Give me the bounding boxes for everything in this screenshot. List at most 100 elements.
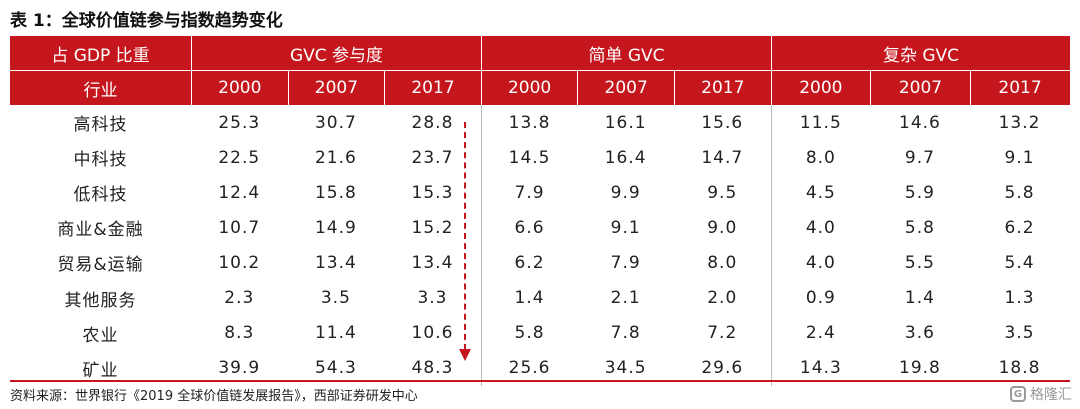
table-cell: 7.2: [707, 323, 738, 344]
table-cell: 11.4: [314, 323, 357, 344]
table-body: 高科技 25.3 30.7 28.8 13.8 16.1 15.6 11.5 14.6 13.2 中…: [10, 105, 1070, 386]
table-cell: 15.2: [411, 217, 454, 238]
table-cell: 1.3: [1004, 288, 1035, 309]
table-cell: 21.6: [314, 147, 357, 168]
row-label: 中科技: [73, 150, 128, 171]
table-cell: 9.5: [707, 182, 738, 203]
table-cell: 7.9: [480, 175, 578, 211]
table-cell: 8.3: [224, 323, 255, 344]
table-cell: 11.5: [770, 105, 871, 141]
table-cell: 4.5: [770, 175, 871, 211]
table-caption: 表 1：全球价值链参与指数趋势变化: [10, 11, 283, 31]
table-row: 商业&金融 10.7 14.9 15.2 6.6 9.1 9.0 4.0 5.8 6.2: [10, 210, 1070, 246]
row-label: 农业: [82, 325, 119, 346]
table-cell: 10.2: [218, 252, 261, 273]
header-year: 2000: [480, 71, 578, 105]
table-cell: 14.6: [899, 112, 941, 133]
table-cell: 10.6: [411, 323, 454, 344]
row-label: 矿业: [82, 360, 119, 381]
table-bottom-rule: [10, 380, 1070, 382]
trend-arrow-line: [464, 122, 466, 350]
table-cell: 7.8: [610, 323, 641, 344]
row-label: 商业&金融: [57, 220, 144, 241]
table-cell: 16.1: [604, 112, 647, 133]
header-year: 2007: [870, 71, 970, 105]
table-cell: 54.3: [314, 358, 357, 379]
table-cell: 25.3: [218, 112, 261, 133]
table-row: 农业 8.3 11.4 10.6 5.8 7.8 7.2 2.4 3.6 3.5: [10, 315, 1070, 351]
table-cell: 3.3: [417, 288, 448, 309]
header-group-complex-gvc: 复杂 GVC: [771, 36, 1070, 70]
header-year: 2017: [673, 71, 771, 105]
table-cell: 15.8: [314, 182, 357, 203]
header-row-years: 行业 2000 2007 2017 2000 2007 2017 2000 20…: [10, 70, 1070, 105]
watermark: G 格隆汇: [1010, 384, 1072, 404]
header-year: 2000: [191, 71, 288, 105]
header-row-label: 行业: [83, 80, 118, 101]
watermark-text: 格隆汇: [1030, 387, 1072, 403]
row-label: 其他服务: [64, 290, 137, 311]
table-cell: 12.4: [218, 182, 261, 203]
table-cell: 6.6: [480, 210, 578, 246]
table-cell: 14.7: [701, 147, 744, 168]
header-year: 2017: [969, 71, 1070, 105]
table-cell: 9.1: [610, 217, 641, 238]
table-cell: 2.1: [610, 288, 641, 309]
watermark-logo-icon: G: [1010, 386, 1026, 402]
table-cell: 1.4: [904, 288, 935, 309]
table-cell: 15.6: [701, 112, 744, 133]
table-cell: 6.2: [1004, 217, 1035, 238]
table-row: 矿业 39.9 54.3 48.3 25.6 34.5 29.6 14.3 19.8 18.8: [10, 350, 1070, 386]
row-label: 贸易&运输: [57, 255, 144, 276]
trend-arrow-head-icon: [459, 349, 471, 361]
table-cell: 14.3: [770, 350, 871, 386]
header-group-simple-gvc: 简单 GVC: [481, 36, 771, 70]
table-cell: 14.5: [480, 140, 578, 176]
table-cell: 13.2: [998, 112, 1041, 133]
table-row: 高科技 25.3 30.7 28.8 13.8 16.1 15.6 11.5 14.6 13.2: [10, 105, 1070, 141]
table-cell: 2.4: [770, 315, 871, 351]
table-cell: 25.6: [480, 350, 578, 386]
table-cell: 7.9: [610, 252, 641, 273]
table-cell: 3.5: [320, 288, 351, 309]
table-cell: 9.0: [707, 217, 738, 238]
table-cell: 13.8: [480, 105, 578, 141]
row-label: 低科技: [73, 185, 128, 206]
row-label: 高科技: [73, 115, 128, 136]
table-cell: 29.6: [701, 358, 744, 379]
table-cell: 8.0: [707, 252, 738, 273]
table-cell: 6.2: [480, 245, 578, 281]
table-cell: 13.4: [314, 252, 357, 273]
table-cell: 4.0: [770, 245, 871, 281]
header-year: 2007: [287, 71, 385, 105]
table-cell: 30.7: [314, 112, 357, 133]
table-cell: 1.4: [480, 280, 578, 316]
table-cell: 9.7: [904, 147, 935, 168]
table-cell: 34.5: [604, 358, 647, 379]
table-cell: 16.4: [604, 147, 647, 168]
table-cell: 5.8: [904, 217, 935, 238]
header-group-gvc-participation: GVC 参与度: [191, 36, 481, 70]
table-cell: 23.7: [411, 147, 454, 168]
table-cell: 4.0: [770, 210, 871, 246]
header-row-groups: 占 GDP 比重 GVC 参与度 简单 GVC 复杂 GVC: [10, 36, 1070, 70]
table-cell: 14.9: [314, 217, 357, 238]
header-year: 2007: [577, 71, 674, 105]
table-cell: 5.5: [904, 252, 935, 273]
gvc-table: 占 GDP 比重 GVC 参与度 简单 GVC 复杂 GVC 行业 2000 2…: [10, 36, 1070, 386]
header-year: 2000: [770, 71, 871, 105]
header-top-left: 占 GDP 比重: [51, 45, 150, 66]
table-cell: 28.8: [411, 112, 454, 133]
table-cell: 5.4: [1004, 252, 1035, 273]
table-row: 贸易&运输 10.2 13.4 13.4 6.2 7.9 8.0 4.0 5.5 5.4: [10, 245, 1070, 281]
table-row: 低科技 12.4 15.8 15.3 7.9 9.9 9.5 4.5 5.9 5.8: [10, 175, 1070, 211]
table-cell: 3.6: [904, 323, 935, 344]
table-cell: 5.8: [480, 315, 578, 351]
table-cell: 15.3: [411, 182, 454, 203]
table-cell: 5.8: [1004, 182, 1035, 203]
table-cell: 5.9: [904, 182, 935, 203]
table-cell: 3.5: [1004, 323, 1035, 344]
table-cell: 9.1: [1004, 147, 1035, 168]
table-cell: 8.0: [770, 140, 871, 176]
table-row: 其他服务 2.3 3.5 3.3 1.4 2.1 2.0 0.9 1.4 1.3: [10, 280, 1070, 316]
